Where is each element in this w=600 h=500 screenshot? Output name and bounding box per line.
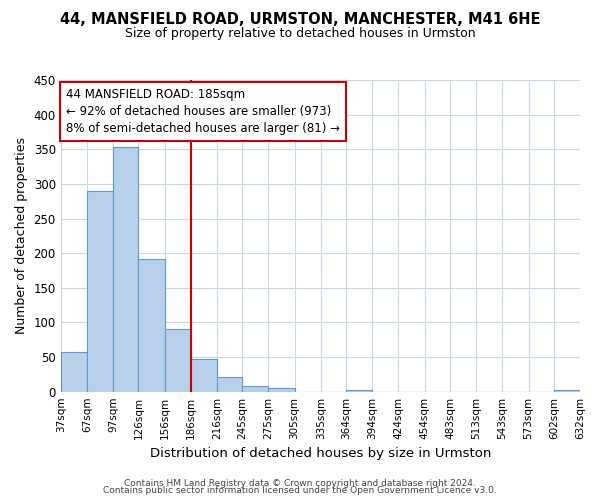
Text: Contains public sector information licensed under the Open Government Licence v3: Contains public sector information licen… — [103, 486, 497, 495]
Bar — [113, 147, 139, 392]
Bar — [242, 386, 268, 392]
Bar — [217, 377, 242, 392]
Y-axis label: Number of detached properties: Number of detached properties — [15, 138, 28, 334]
Text: 44 MANSFIELD ROAD: 185sqm
← 92% of detached houses are smaller (973)
8% of semi-: 44 MANSFIELD ROAD: 185sqm ← 92% of detac… — [66, 88, 340, 135]
X-axis label: Distribution of detached houses by size in Urmston: Distribution of detached houses by size … — [149, 447, 491, 460]
Bar — [191, 359, 217, 392]
Bar — [554, 390, 580, 392]
Bar — [87, 191, 113, 392]
Text: 44, MANSFIELD ROAD, URMSTON, MANCHESTER, M41 6HE: 44, MANSFIELD ROAD, URMSTON, MANCHESTER,… — [60, 12, 540, 28]
Bar — [61, 352, 87, 392]
Text: Contains HM Land Registry data © Crown copyright and database right 2024.: Contains HM Land Registry data © Crown c… — [124, 478, 476, 488]
Text: Size of property relative to detached houses in Urmston: Size of property relative to detached ho… — [125, 28, 475, 40]
Bar — [346, 390, 372, 392]
Bar — [139, 258, 164, 392]
Bar — [164, 328, 191, 392]
Bar — [268, 388, 295, 392]
